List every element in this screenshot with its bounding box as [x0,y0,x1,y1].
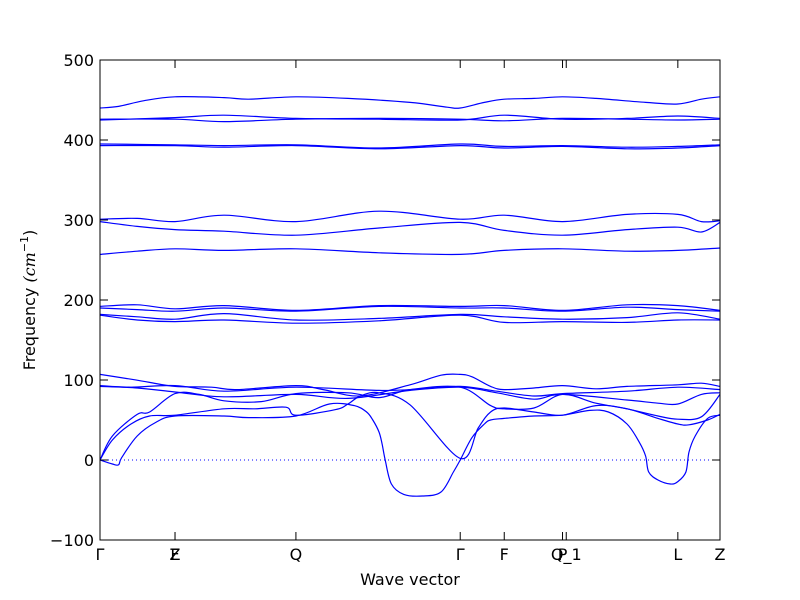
y-tick-label-3: 100 [63,371,94,390]
phonon-branch-4 [100,143,720,149]
phonon-branch-11 [100,312,720,321]
x-tick-label-8: Q_1 [551,545,582,565]
plot-frame [99,59,721,541]
y-tick-label-2: 0 [84,451,94,470]
y-tick-label-6: 400 [63,131,94,150]
x-tick-label-9: L [673,545,682,564]
phonon-branch-2 [100,114,720,121]
phonon-branch-10 [100,305,720,312]
phonon-branch-18 [100,402,720,497]
x-axis-label: Wave vector [360,570,460,589]
phonon-branch-6 [100,210,720,223]
y-axis-label-close: ) [20,230,39,236]
series-group [100,96,720,497]
x-tick-label-3: F [170,545,179,564]
x-tick-label-6: F [500,545,509,564]
y-axis-label: Frequency (cm−1) [18,230,39,371]
phonon-branch-12 [100,314,720,324]
phonon-branch-17 [100,391,720,461]
x-tick-label-4: Q [290,545,303,564]
y-axis-label-exponent: −1 [18,236,31,252]
y-tick-label-1: −100 [50,531,94,550]
x-tick-label-5: Γ [456,545,465,564]
phonon-branch-3 [100,117,720,123]
y-tick-labels: −100 0 100 200 300 400 500 [50,51,94,550]
phonon-branch-5 [100,144,720,150]
phonon-branch-1 [100,96,720,109]
phonon-branch-13 [100,373,720,397]
x-tick-label-1: Γ [96,545,105,564]
phonon-branch-7 [100,221,720,236]
y-tick-label-4: 200 [63,291,94,310]
x-tick-label-2: Z [170,545,181,564]
x-tick-labels: Γ ZF Q Γ F PQ_1 L Z [96,545,726,565]
phonon-branch-9 [100,303,720,312]
phonon-branch-8 [100,247,720,256]
plot-area [100,60,720,540]
y-axis-label-units: (cm [20,252,39,282]
y-tick-label-5: 300 [63,211,94,230]
x-tick-label-10: Z [715,545,726,564]
x-tick-label-7: P [558,545,568,564]
y-tick-label-7: 500 [63,51,94,70]
y-axis-label-prefix: Frequency [20,283,39,371]
